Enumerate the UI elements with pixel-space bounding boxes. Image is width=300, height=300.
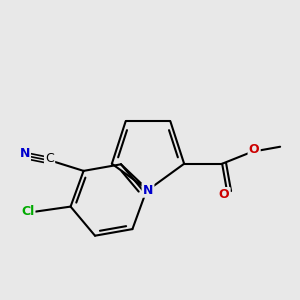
Text: O: O: [249, 143, 260, 156]
Text: C: C: [45, 152, 54, 165]
Text: O: O: [219, 188, 230, 201]
Text: N: N: [20, 147, 30, 161]
Text: Cl: Cl: [21, 205, 34, 218]
Text: N: N: [143, 184, 153, 196]
